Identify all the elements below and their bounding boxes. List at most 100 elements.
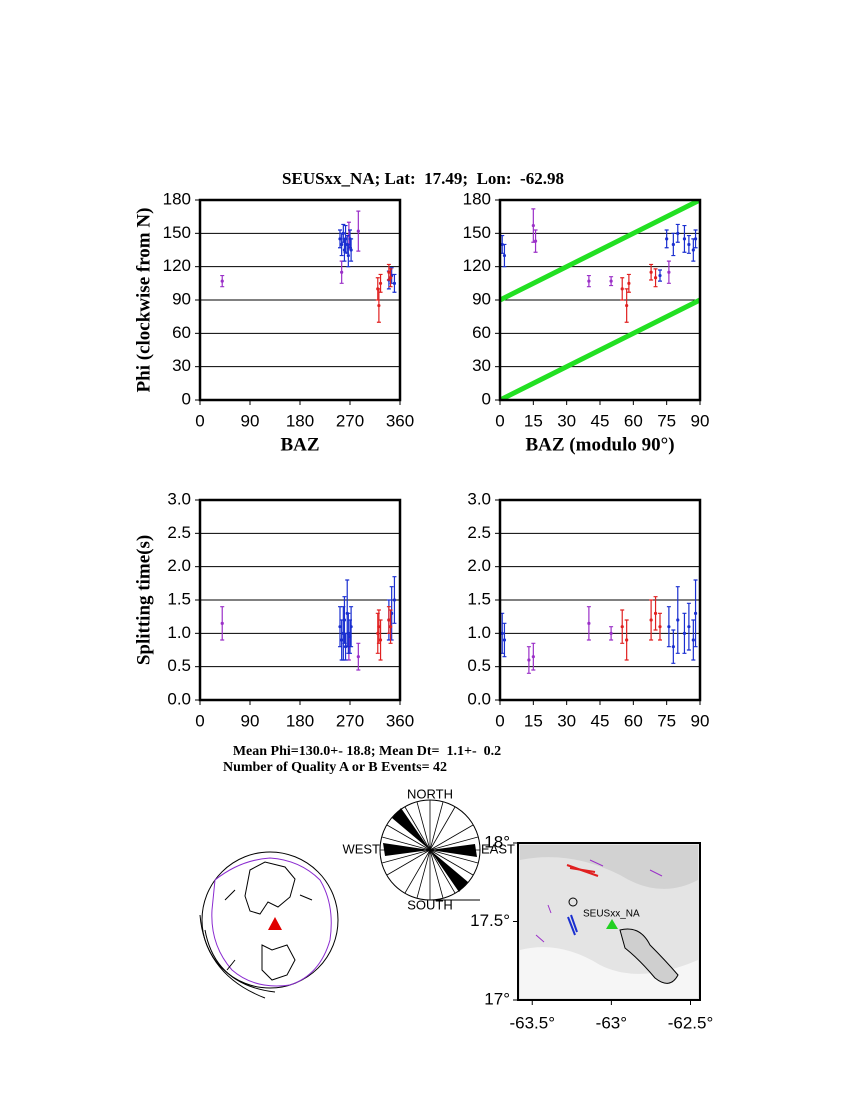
data-point (658, 273, 662, 278)
data-point (693, 611, 698, 615)
data-point (346, 631, 350, 635)
rose-label: NORTH (407, 786, 453, 801)
rose-label: EAST (481, 841, 515, 856)
x-tick-label: 60 (624, 411, 643, 430)
data-point (502, 253, 507, 258)
data-point (341, 231, 345, 235)
y-tick-label: 1.0 (167, 623, 191, 642)
plot-area (500, 579, 698, 674)
y-tick-label: 180 (163, 189, 191, 208)
y-tick-label: 30 (172, 356, 191, 375)
data-point (343, 237, 348, 241)
y-tick-label: 0.5 (467, 656, 491, 675)
reference-line (500, 297, 700, 400)
plot-frame (498, 498, 702, 702)
data-point (340, 270, 344, 274)
data-point (349, 625, 353, 629)
data-point (533, 239, 538, 243)
y-tick-label: 30 (472, 356, 491, 375)
y-tick-label: 60 (172, 323, 191, 342)
y-tick-label: 3.0 (467, 489, 491, 508)
y-tick-label: 2.5 (167, 523, 191, 542)
map-x-tick-label: -63.5° (509, 1013, 555, 1032)
y-tick-label: 150 (163, 223, 191, 242)
x-tick-label: 270 (336, 711, 364, 730)
data-point (502, 638, 507, 642)
data-point (342, 618, 347, 622)
x-axis-label: BAZ (280, 434, 319, 455)
x-tick-label: 15 (524, 711, 543, 730)
y-tick-label: 0.5 (167, 656, 191, 675)
x-tick-label: 0 (495, 711, 504, 730)
data-point (658, 625, 662, 629)
x-tick-label: 90 (691, 711, 710, 730)
data-point (667, 270, 671, 274)
y-axis-label: Phi (clockwise from N) (133, 208, 154, 393)
data-point (387, 618, 391, 622)
x-tick-label: 15 (524, 411, 543, 430)
data-point (220, 621, 224, 625)
x-tick-label: 0 (195, 411, 204, 430)
x-tick-label: 75 (657, 411, 676, 430)
data-point (220, 279, 224, 283)
y-tick-label: 120 (163, 256, 191, 275)
x-tick-label: 30 (557, 711, 576, 730)
map-x-tick-label: -62.5° (668, 1013, 714, 1032)
x-axis-label: BAZ (modulo 90°) (525, 434, 674, 455)
x-tick-label: 360 (386, 711, 414, 730)
data-point (649, 618, 653, 622)
y-tick-label: 150 (463, 223, 491, 242)
data-point (653, 611, 658, 615)
y-tick-label: 2.0 (467, 556, 491, 575)
data-point (682, 237, 687, 241)
rose-label: WEST (342, 841, 380, 856)
data-point (671, 645, 675, 649)
data-point (340, 242, 344, 247)
data-point (531, 223, 535, 228)
y-tick-label: 0.0 (467, 689, 491, 708)
data-point (387, 270, 391, 274)
data-point (388, 625, 393, 629)
y-tick-label: 1.0 (467, 623, 491, 642)
x-tick-label: 90 (691, 411, 710, 430)
x-tick-label: 0 (495, 411, 504, 430)
x-tick-label: 180 (286, 411, 314, 430)
plot-area (220, 576, 397, 671)
y-tick-label: 0 (482, 389, 491, 408)
map-x-tick-label: -63° (596, 1013, 627, 1032)
data-point (378, 638, 383, 642)
x-tick-label: 60 (624, 711, 643, 730)
x-tick-label: 360 (386, 411, 414, 430)
summary-line: Mean Phi=130.0+- 18.8; Mean Dt= 1.1+- 0.… (233, 744, 501, 759)
x-tick-label: 270 (336, 411, 364, 430)
y-tick-label: 2.0 (167, 556, 191, 575)
globe (199, 851, 339, 999)
data-point (340, 638, 344, 642)
x-tick-label: 30 (557, 411, 576, 430)
data-point (649, 270, 653, 274)
data-point (609, 279, 613, 283)
map: SEUSxx_NA (517, 842, 701, 1001)
data-point (392, 281, 397, 285)
data-point (693, 237, 698, 241)
rose-label: SOUTH (407, 897, 453, 912)
plot-frame (498, 198, 702, 402)
data-point (377, 303, 381, 308)
data-point (388, 276, 393, 280)
data-point (338, 625, 342, 629)
map-y-tick-label: 17° (484, 989, 510, 1008)
data-point (691, 248, 695, 252)
data-point (671, 242, 675, 247)
y-tick-label: 2.5 (467, 523, 491, 542)
plot-frame (198, 198, 402, 402)
data-point (620, 287, 624, 291)
data-point (609, 631, 613, 635)
data-point (527, 658, 531, 662)
data-point (627, 281, 631, 285)
rose-diagram: NORTH SOUTH WEST EAST (342, 786, 515, 912)
data-point (676, 618, 680, 622)
x-tick-label: 75 (657, 711, 676, 730)
data-point (676, 231, 680, 235)
summary-line: Number of Quality A or B Events= 42 (223, 760, 447, 775)
